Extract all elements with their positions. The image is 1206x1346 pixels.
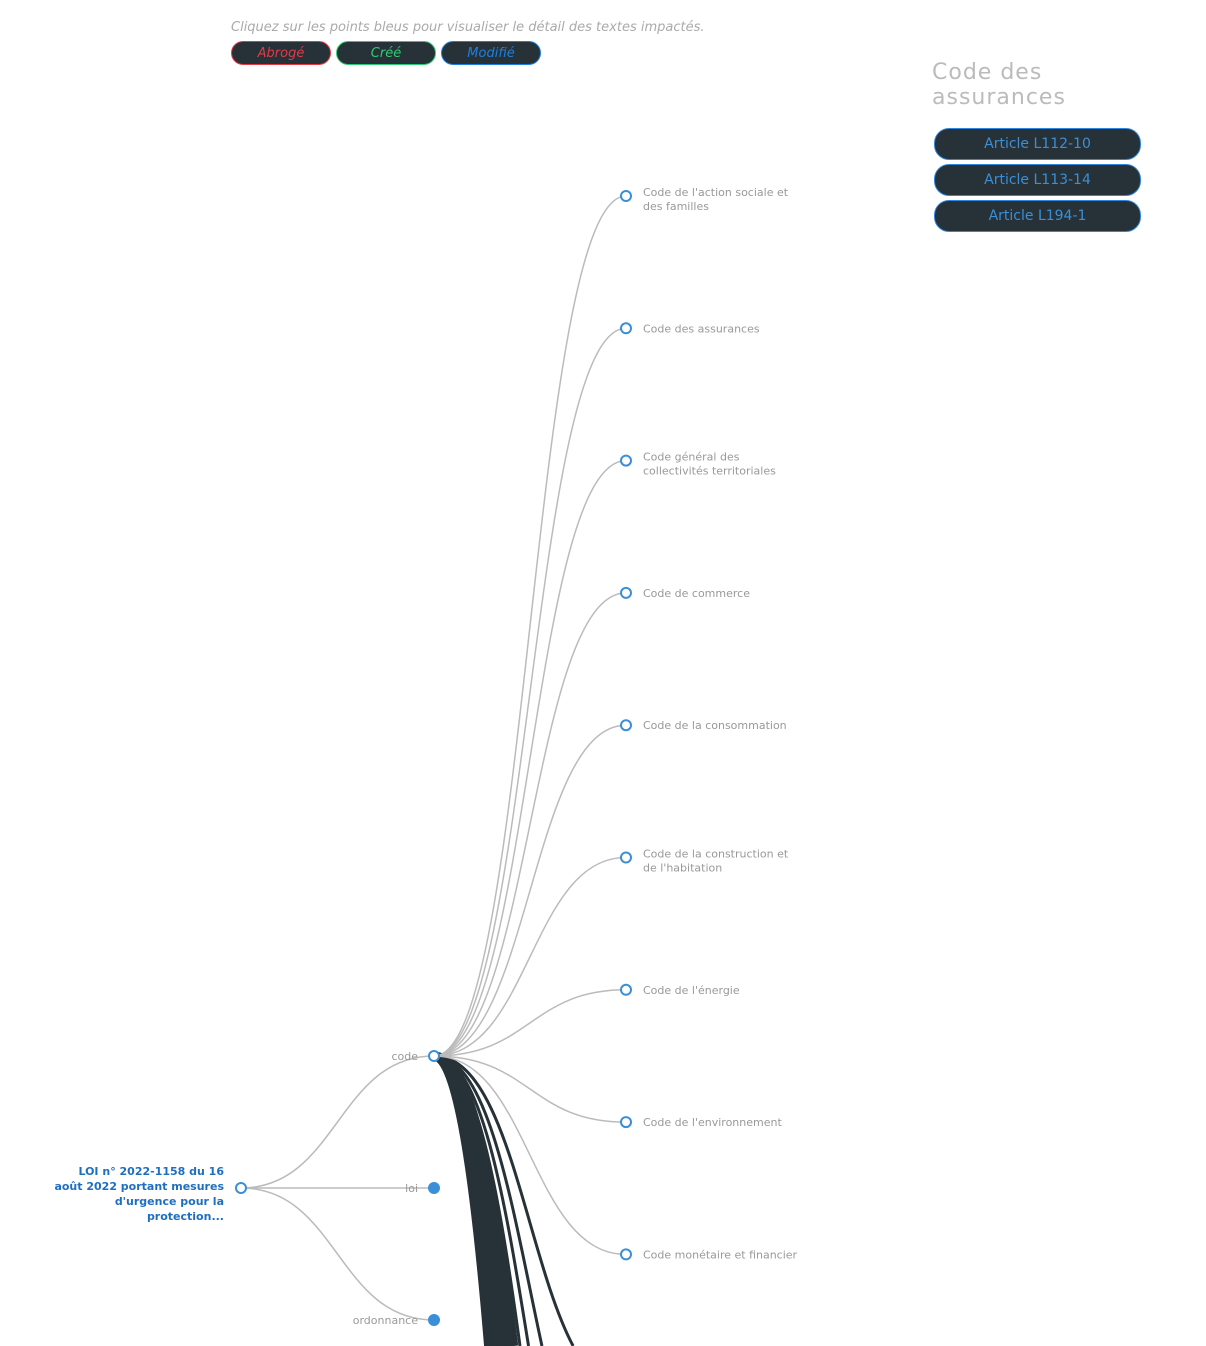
code-label: Code de l'énergie xyxy=(643,984,740,997)
legend: Abrogé Créé Modifié xyxy=(231,41,541,65)
code-label: de l'habitation xyxy=(643,862,722,875)
root-label: août 2022 portant mesures xyxy=(54,1180,224,1193)
tree-link xyxy=(433,856,627,1057)
code-node[interactable] xyxy=(620,190,632,202)
code-node[interactable] xyxy=(620,983,632,996)
article-button[interactable]: Article L194-1 xyxy=(934,200,1141,232)
panel-title: Code des assurances xyxy=(932,60,1066,110)
root-label: d'urgence pour la xyxy=(115,1195,224,1208)
type-label: code xyxy=(391,1050,418,1063)
article-button[interactable]: Article L112-10 xyxy=(934,128,1141,160)
legend-modifie: Modifié xyxy=(441,41,541,65)
root-label: protection... xyxy=(147,1210,224,1223)
code-label: Code général des xyxy=(643,451,740,464)
code-node[interactable] xyxy=(620,586,632,599)
tree-link xyxy=(433,989,627,1057)
legend-cree: Créé xyxy=(336,41,436,65)
code-node[interactable] xyxy=(620,1248,632,1261)
tree-link xyxy=(433,327,627,1057)
tree-link xyxy=(433,459,627,1057)
instruction-text: Cliquez sur les points bleus pour visual… xyxy=(231,20,705,35)
code-label: collectivités territoriales xyxy=(643,465,776,478)
code-label: Code de commerce xyxy=(643,587,750,600)
detail-panel: Code des assurances Article L112-10 Arti… xyxy=(932,60,1172,236)
tree-link xyxy=(433,1055,627,1256)
root-node[interactable] xyxy=(235,1182,247,1194)
root-label: LOI n° 2022-1158 du 16 xyxy=(78,1165,224,1178)
tree-link xyxy=(433,195,627,1057)
tree-link xyxy=(432,1051,494,1346)
tree-link xyxy=(433,592,627,1057)
tree-link xyxy=(433,1055,627,1123)
code-node[interactable] xyxy=(620,851,632,864)
tree-link xyxy=(433,724,627,1057)
tree-link xyxy=(240,1055,435,1189)
code-label: Code monétaire et financier xyxy=(643,1248,798,1261)
code-node[interactable] xyxy=(620,719,632,732)
code-node[interactable] xyxy=(620,1116,632,1129)
code-label: Code de la consommation xyxy=(643,719,787,732)
code-node[interactable] xyxy=(620,454,632,467)
code-label: des familles xyxy=(643,200,709,213)
legend-abroge: Abrogé xyxy=(231,41,331,65)
type-label: ordonnance xyxy=(353,1314,418,1327)
type-label: loi xyxy=(405,1182,418,1195)
tree-link xyxy=(433,1054,575,1346)
article-button[interactable]: Article L113-14 xyxy=(934,164,1141,196)
type-node-code[interactable] xyxy=(428,1050,440,1062)
tree-link xyxy=(240,1187,435,1321)
type-node-ordonnance[interactable] xyxy=(428,1314,440,1326)
code-label: Code de l'action sociale et xyxy=(643,186,789,199)
code-label: Code de la construction et xyxy=(643,848,789,861)
type-node-loi[interactable] xyxy=(428,1182,440,1194)
code-label: Code de l'environnement xyxy=(643,1116,782,1129)
code-label: Code des assurances xyxy=(643,322,760,335)
code-node[interactable] xyxy=(620,322,632,335)
